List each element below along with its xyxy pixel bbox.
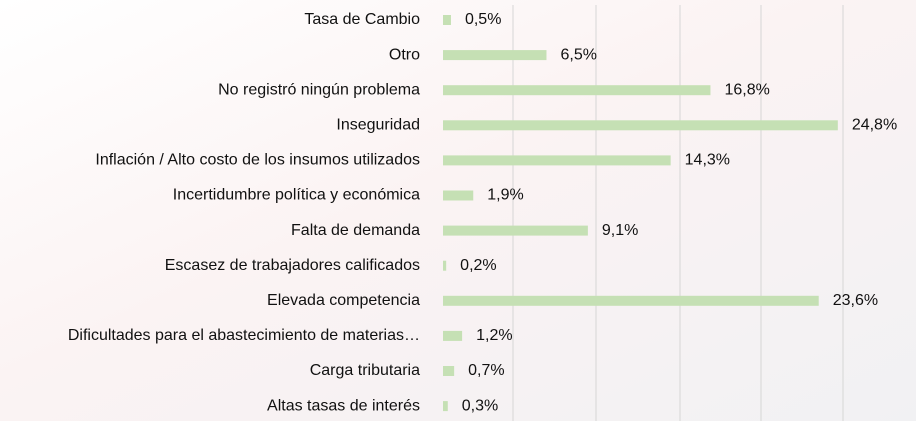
y-tick-label: Incertidumbre política y económica	[173, 187, 420, 204]
data-label: 14,3%	[685, 152, 730, 169]
bar	[443, 120, 838, 130]
bar	[443, 15, 451, 25]
y-tick-label: Inseguridad	[336, 117, 420, 134]
y-tick-label: Carga tributaria	[310, 362, 420, 379]
data-label: 1,2%	[476, 327, 512, 344]
bar	[443, 401, 448, 411]
data-label: 24,8%	[852, 117, 897, 134]
page: Tasa de Cambio 0,5% Otro 6,5% No registró ni…	[0, 0, 916, 421]
data-label: 1,9%	[487, 187, 523, 204]
y-tick-label: Dificultades para el abastecimiento de m…	[68, 327, 420, 344]
y-tick-label: Elevada competencia	[267, 292, 420, 309]
y-tick-label: Escasez de trabajadores calificados	[165, 257, 420, 274]
bar	[443, 85, 710, 95]
y-tick-label: Inflación / Alto costo de los insumos ut…	[95, 152, 420, 169]
chart: Tasa de Cambio 0,5% Otro 6,5% No registró ni…	[0, 0, 916, 421]
data-label: 9,1%	[602, 222, 638, 239]
data-label: 0,7%	[468, 362, 504, 379]
data-label: 0,5%	[465, 11, 501, 28]
data-label: 16,8%	[724, 81, 769, 98]
y-tick-label: Tasa de Cambio	[304, 11, 420, 28]
data-label: 23,6%	[833, 292, 878, 309]
bar	[443, 261, 446, 271]
data-label: 0,3%	[462, 397, 498, 414]
bar	[443, 155, 671, 165]
background	[0, 0, 916, 421]
y-tick-label: Falta de demanda	[291, 222, 420, 239]
bar	[443, 50, 546, 60]
bar	[443, 296, 819, 306]
bar	[443, 366, 454, 376]
y-tick-label: No registró ningún problema	[218, 81, 420, 98]
y-tick-label: Otro	[389, 46, 420, 63]
data-label: 6,5%	[560, 46, 596, 63]
bar	[443, 191, 473, 201]
data-label: 0,2%	[460, 257, 496, 274]
y-tick-label: Altas tasas de interés	[267, 397, 420, 414]
bar	[443, 331, 462, 341]
bar	[443, 226, 588, 236]
